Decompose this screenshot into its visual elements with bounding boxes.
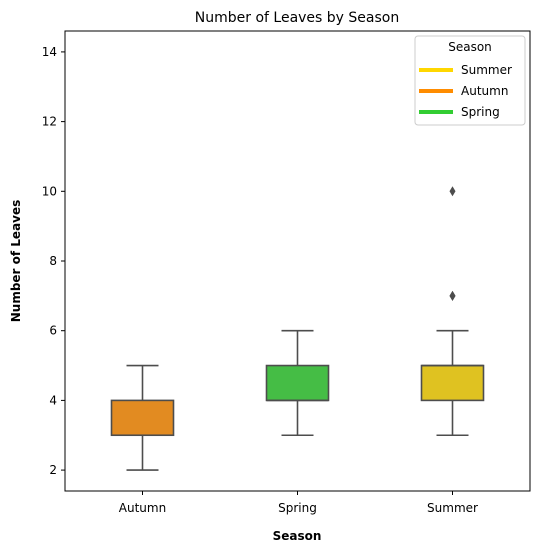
y-axis: 2 4 6 8 10 12 14 [42, 45, 65, 477]
x-tick-label: Autumn [119, 501, 166, 515]
box-summer [420, 186, 485, 437]
y-tick-label: 14 [42, 45, 57, 59]
outlier-point [449, 290, 456, 301]
legend-box [414, 35, 526, 126]
legend-label-summer: Summer [461, 63, 512, 77]
x-axis-label: Season [273, 529, 322, 543]
x-axis: Autumn Spring Summer [119, 491, 478, 515]
y-axis-label: Number of Leaves [9, 200, 23, 323]
legend: Season Summer Autumn Spring [414, 35, 526, 126]
iqr-box [265, 364, 330, 402]
iqr-box [110, 399, 175, 437]
box-autumn [110, 364, 175, 471]
legend-title: Season [448, 40, 492, 54]
outlier-point [449, 186, 456, 197]
y-tick-label: 10 [42, 184, 57, 198]
y-tick-label: 8 [49, 254, 57, 268]
legend-label-spring: Spring [461, 105, 500, 119]
y-tick-label: 12 [42, 115, 57, 129]
iqr-box [420, 364, 485, 402]
x-tick-label: Spring [278, 501, 317, 515]
x-tick-label: Summer [427, 501, 478, 515]
y-tick-label: 4 [49, 393, 57, 407]
boxes-layer [110, 186, 485, 471]
y-tick-label: 6 [49, 324, 57, 338]
y-tick-label: 2 [49, 463, 57, 477]
chart-title: Number of Leaves by Season [195, 10, 399, 26]
legend-label-autumn: Autumn [461, 84, 508, 98]
box-spring [265, 329, 330, 437]
